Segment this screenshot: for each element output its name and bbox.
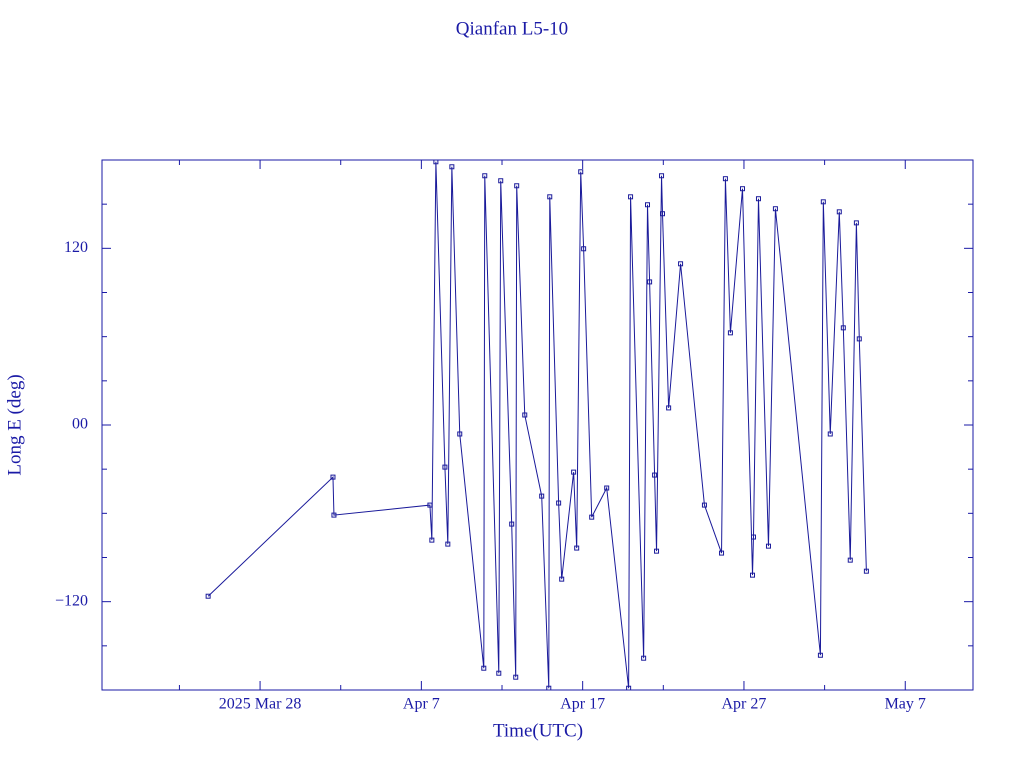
data-point	[755, 196, 761, 202]
data-point	[645, 202, 651, 208]
data-line	[207, 161, 867, 689]
data-point	[498, 178, 504, 184]
data-point	[513, 674, 519, 680]
data-point	[626, 685, 632, 690]
data-point	[433, 160, 439, 165]
x-tick-label: Apr 27	[722, 696, 767, 713]
data-point	[856, 336, 862, 342]
data-point	[546, 685, 552, 690]
data-point	[647, 279, 653, 285]
data-point	[660, 211, 666, 217]
data-point	[722, 176, 728, 182]
y-tick-label: −120	[55, 592, 88, 609]
data-point	[654, 548, 660, 554]
chart-title: Qianfan L5-10	[456, 18, 568, 39]
y-tick-label: 120	[64, 239, 88, 256]
data-point	[482, 173, 488, 179]
x-tick-label: Apr 7	[403, 696, 440, 713]
y-axis-label: Long E (deg)	[4, 374, 25, 475]
data-point	[820, 199, 826, 205]
data-point	[509, 521, 515, 527]
data-point	[701, 502, 707, 508]
data-point	[750, 572, 756, 578]
data-point	[581, 246, 587, 252]
data-point	[750, 534, 756, 540]
data-point	[727, 330, 733, 336]
data-point	[496, 670, 502, 676]
data-point	[522, 412, 528, 418]
data-point	[678, 261, 684, 267]
data-point	[427, 502, 433, 508]
data-point	[719, 550, 725, 556]
data-point	[578, 169, 584, 175]
data-point	[449, 164, 455, 170]
data-point	[574, 545, 580, 551]
data-point	[559, 576, 565, 582]
plot-frame	[101, 159, 974, 691]
data-point	[853, 220, 859, 226]
data-point	[429, 537, 435, 543]
data-point	[772, 206, 778, 212]
data-point	[330, 474, 336, 480]
data-point	[817, 652, 823, 658]
y-tick-label: 00	[72, 416, 88, 433]
data-point	[445, 541, 451, 547]
data-point	[827, 431, 833, 437]
data-point	[863, 568, 869, 574]
data-point	[652, 472, 658, 478]
data-point	[571, 469, 577, 475]
data-point	[514, 183, 520, 189]
data-point	[740, 186, 746, 192]
x-tick-label: 2025 Mar 28	[219, 696, 302, 713]
plot-area	[205, 160, 869, 690]
data-point	[556, 500, 562, 506]
data-point	[666, 405, 672, 411]
data-point	[836, 209, 842, 215]
data-point	[547, 194, 553, 200]
data-point	[659, 173, 665, 179]
data-point	[457, 431, 463, 437]
data-point	[641, 655, 647, 661]
x-tick-label: Apr 17	[560, 696, 605, 713]
data-point	[481, 665, 487, 671]
data-point	[628, 194, 634, 200]
data-point	[604, 485, 610, 491]
data-point	[765, 543, 771, 549]
data-point	[205, 593, 211, 599]
data-point	[539, 493, 545, 499]
x-tick-label: May 7	[885, 696, 926, 713]
data-point	[840, 325, 846, 331]
data-point	[589, 514, 595, 520]
x-axis-label: Time(UTC)	[493, 720, 583, 741]
data-point	[847, 557, 853, 563]
data-point	[331, 512, 337, 518]
data-point	[442, 464, 448, 470]
